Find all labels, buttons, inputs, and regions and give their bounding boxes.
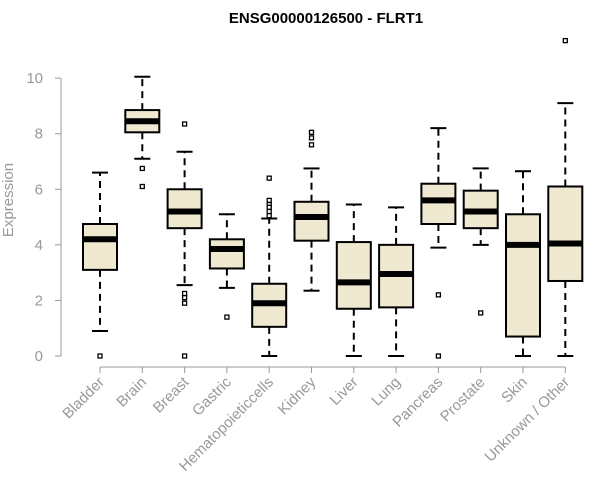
x-tick-label: Liver <box>327 374 362 409</box>
chart-title: ENSG00000126500 - FLRT1 <box>229 10 423 27</box>
outlier-point <box>266 213 272 219</box>
outlier-point <box>435 353 442 359</box>
outlier-point <box>139 183 145 190</box>
outlier-point <box>562 37 568 44</box>
x-axis: Bladder Brain BreastGastricHematopoieticce… <box>59 366 573 475</box>
outlier-point <box>266 197 272 204</box>
box-iqr <box>420 182 457 226</box>
box-iqr <box>505 213 541 338</box>
outlier-point <box>181 300 188 306</box>
box-gastric <box>208 213 245 320</box>
box-bladder <box>82 171 118 359</box>
outlier-point <box>308 129 315 135</box>
y-tick-label: 6 <box>35 181 43 198</box>
x-tick-label: Skin <box>498 374 531 407</box>
outlier-point <box>435 292 442 298</box>
outlier-point <box>181 294 188 301</box>
box-hematopoieticcells <box>251 175 288 357</box>
x-tick-label: Bladder <box>59 374 108 423</box>
box-brain <box>124 75 161 190</box>
y-axis: 0 2 4 6 8 10 <box>26 70 62 365</box>
outlier-point <box>181 290 188 297</box>
box-pancreas <box>420 127 457 359</box>
outlier-point <box>181 353 188 359</box>
y-tick-label: 8 <box>35 126 43 143</box>
box-skin <box>505 170 541 357</box>
x-tick-label: Lung <box>368 374 404 410</box>
outlier-point <box>308 135 315 141</box>
box-iqr <box>293 200 330 242</box>
x-tick-label: Kidney <box>275 373 320 418</box>
box-iqr <box>82 223 118 271</box>
y-tick-label: 2 <box>35 292 43 309</box>
outlier-point <box>181 121 188 127</box>
box-unknown-other <box>547 37 584 357</box>
y-tick-label: 4 <box>35 237 43 254</box>
x-tick-label: Breast <box>150 373 193 416</box>
boxes-group <box>82 37 584 359</box>
box-liver <box>335 203 372 357</box>
box-prostate <box>462 167 499 316</box>
outlier-point <box>139 165 145 172</box>
box-iqr <box>547 185 584 282</box>
box-breast <box>166 121 203 359</box>
y-axis-label: Expression <box>0 163 17 237</box>
outlier-point <box>97 353 103 359</box>
outlier-point <box>266 208 272 215</box>
x-tick-label: Prostate <box>437 374 489 426</box>
outlier-point <box>224 314 230 320</box>
box-lung <box>378 206 415 357</box>
x-tick-label: Brain <box>113 374 150 411</box>
outlier-point <box>478 310 484 316</box>
box-iqr <box>208 238 245 270</box>
box-kidney <box>293 129 330 292</box>
box-iqr <box>335 241 372 310</box>
outlier-point <box>308 142 315 148</box>
outlier-point <box>266 204 272 210</box>
outlier-point <box>266 175 272 181</box>
y-tick-label: 0 <box>35 348 43 365</box>
y-tick-label: 10 <box>26 70 43 87</box>
